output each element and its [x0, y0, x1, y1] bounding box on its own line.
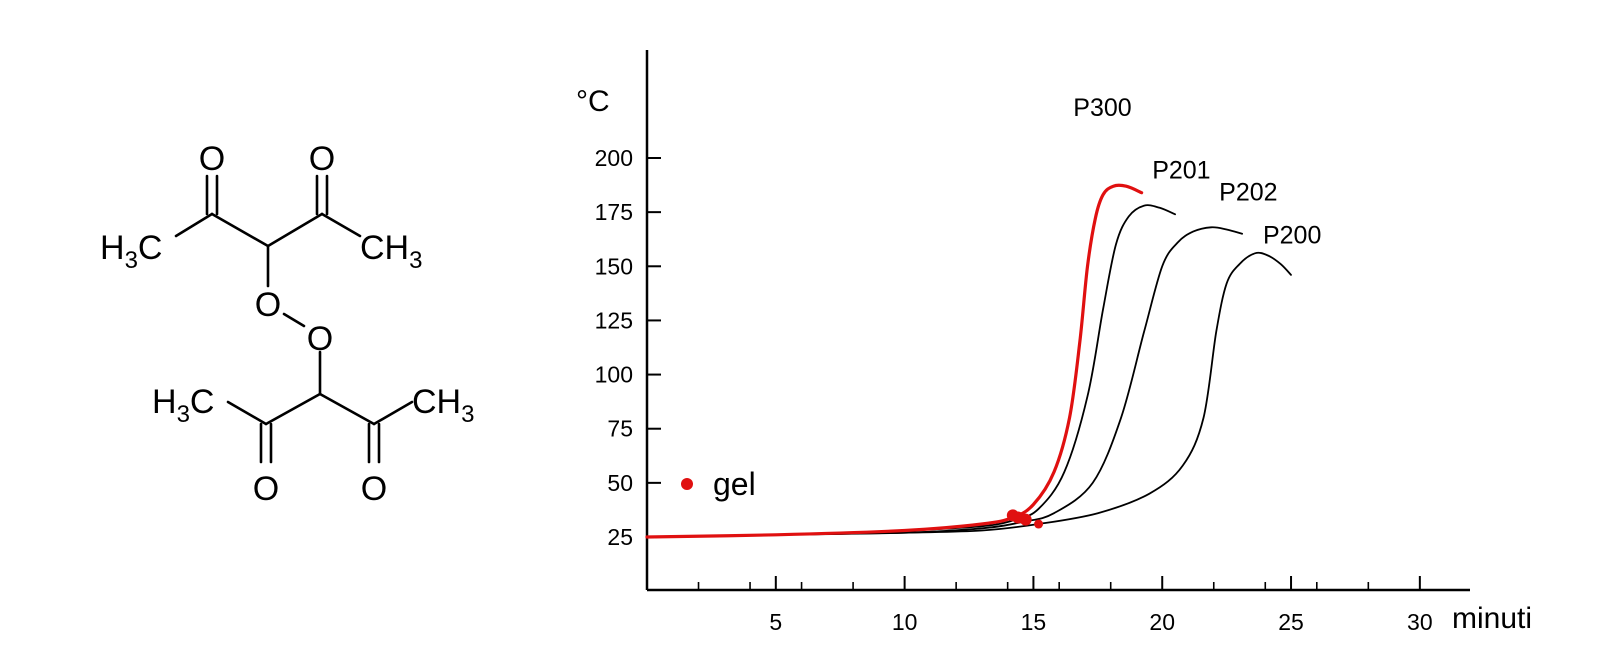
atom-label: O: [255, 286, 281, 324]
x-tick-label: 5: [769, 609, 782, 635]
methyl-label-bottom-left: H3C: [152, 383, 214, 428]
legend-marker-gel: [681, 478, 693, 490]
atom-label: O: [253, 470, 279, 508]
atom-label: O: [307, 320, 333, 358]
legend: gel: [681, 466, 756, 502]
bond: [210, 212, 270, 248]
atom-label: CH: [412, 383, 461, 421]
atom-subscript: 3: [177, 401, 190, 428]
bond: [318, 392, 376, 426]
series-line-p300: [645, 183, 1144, 539]
x-axis-ticks: 5 10 15 20 25 30: [697, 576, 1433, 635]
methyl-label-left: H3C: [100, 229, 162, 274]
x-axis-label: minuti: [1452, 602, 1532, 635]
series-label-p200: P200: [1263, 221, 1321, 249]
bond: [226, 400, 268, 426]
atom-label: CH: [360, 229, 409, 267]
y-tick-label: 200: [595, 145, 633, 171]
atom-label: O: [309, 140, 335, 178]
methyl-label-bottom-right: CH3: [412, 383, 474, 428]
bond: [174, 212, 214, 238]
series-labels: P300 P201 P202 P200: [1073, 94, 1321, 249]
series-line-p200: [646, 251, 1292, 538]
y-tick-label: 75: [607, 416, 633, 442]
chart-axes: [645, 50, 1470, 592]
series-label-p201: P201: [1152, 157, 1210, 185]
legend-label-gel: gel: [713, 466, 756, 502]
y-tick-label: 25: [607, 524, 633, 550]
bond: [372, 400, 414, 426]
methyl-label-right: CH3: [360, 229, 422, 274]
series-lines: [645, 183, 1292, 539]
gel-point-p200: [1034, 519, 1044, 529]
y-tick-label: 150: [595, 253, 633, 279]
y-tick-label: 175: [595, 199, 633, 225]
y-tick-label: 100: [595, 362, 633, 388]
gel-points: [1006, 509, 1044, 529]
atom-label: C: [190, 383, 215, 421]
series-label-p300: P300: [1073, 94, 1131, 122]
series-label-p202: P202: [1219, 178, 1277, 206]
y-axis-ticks: 25 50 75 100 125 150 175 200: [595, 145, 661, 550]
x-tick-label: 15: [1021, 609, 1047, 635]
x-tick-label: 25: [1278, 609, 1304, 635]
y-axis-label: °C: [576, 85, 610, 118]
bond: [320, 212, 362, 238]
gel-point-p202: [1019, 513, 1032, 526]
atom-label: O: [361, 470, 387, 508]
bond: [266, 212, 324, 248]
x-tick-label: 30: [1407, 609, 1433, 635]
y-tick-label: 125: [595, 307, 633, 333]
y-tick-label: 50: [607, 470, 633, 496]
chemical-structure: O O H3C CH3 O O H3C CH3 O O: [100, 140, 474, 508]
x-tick-label: 20: [1149, 609, 1175, 635]
atom-label: H: [100, 229, 125, 267]
atom-subscript: 3: [125, 247, 138, 274]
atom-label: H: [152, 383, 177, 421]
atom-subscript: 3: [461, 401, 474, 428]
x-tick-label: 10: [892, 609, 918, 635]
atom-label: C: [138, 229, 163, 267]
atom-subscript: 3: [409, 247, 422, 274]
bond: [264, 392, 322, 426]
bond: [282, 312, 306, 328]
atom-label: O: [199, 140, 225, 178]
